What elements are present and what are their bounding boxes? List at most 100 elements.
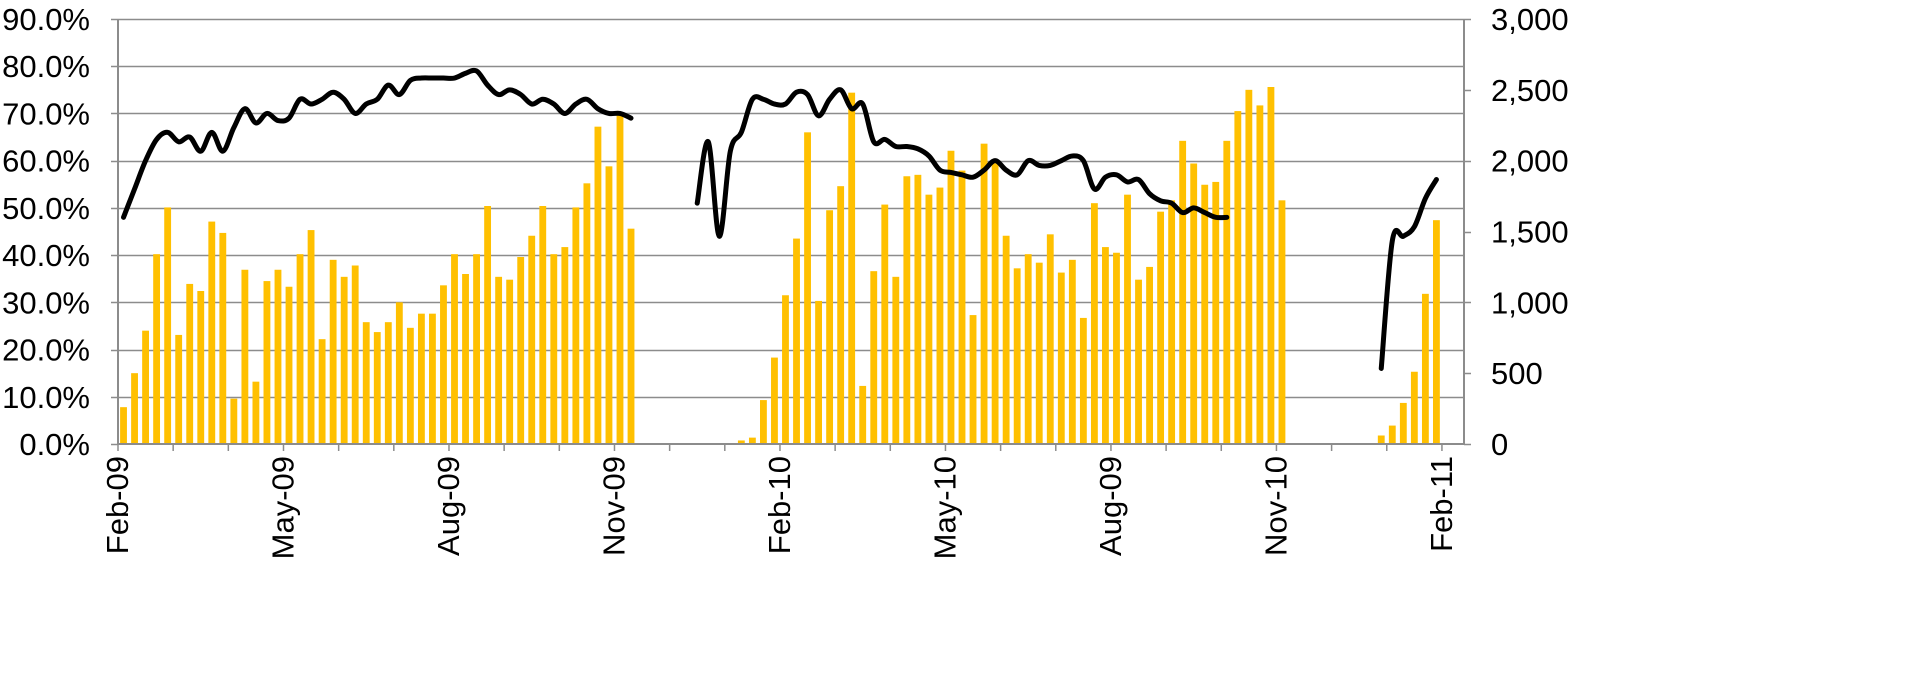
bar bbox=[384, 322, 392, 444]
bar bbox=[848, 92, 856, 445]
bar bbox=[925, 194, 933, 444]
x-axis-tick-label: Nov-09 bbox=[596, 456, 631, 556]
right-axis-tick-label: 3,000 bbox=[1491, 2, 1569, 37]
x-axis-tick-label: May-10 bbox=[927, 456, 962, 559]
x-axis-tick-label: Feb-10 bbox=[762, 456, 797, 554]
bar bbox=[1024, 254, 1032, 444]
bar bbox=[1223, 140, 1231, 444]
bar bbox=[307, 230, 315, 444]
bar bbox=[782, 295, 789, 444]
left-axis-tick-label: 90.0% bbox=[2, 2, 90, 37]
right-axis-tick-label: 1,500 bbox=[1491, 215, 1569, 250]
bar bbox=[1057, 272, 1065, 444]
line-segment bbox=[1378, 177, 1439, 371]
bar bbox=[1245, 89, 1253, 444]
bar bbox=[583, 183, 591, 444]
x-axis-tick-label: Nov-10 bbox=[1258, 456, 1293, 556]
bar bbox=[1124, 194, 1131, 444]
bar bbox=[1102, 247, 1109, 444]
right-axis-tick-label: 2,500 bbox=[1491, 73, 1569, 108]
bar bbox=[1146, 266, 1153, 444]
bar bbox=[1002, 235, 1010, 444]
left-axis-tick-label: 10.0% bbox=[2, 380, 90, 415]
bar bbox=[1035, 262, 1043, 444]
x-axis-tick-label: Feb-09 bbox=[100, 456, 135, 554]
bar bbox=[1278, 200, 1286, 444]
bar bbox=[373, 332, 381, 444]
bar bbox=[737, 440, 745, 444]
x-axis-tick-labels: Feb-09 May-09 Aug-09 Nov-09 Feb-10 May-10 Aug-… bbox=[100, 456, 1459, 559]
left-axis-tick-label: 80.0% bbox=[2, 49, 90, 84]
bar bbox=[1079, 317, 1087, 444]
bar bbox=[528, 235, 536, 444]
axes bbox=[111, 18, 1471, 451]
bar bbox=[429, 313, 436, 444]
bar bbox=[153, 254, 161, 444]
bar bbox=[815, 300, 822, 444]
bar bbox=[230, 398, 238, 444]
bar bbox=[804, 132, 811, 444]
bar bbox=[495, 276, 503, 444]
left-axis-tick-label: 60.0% bbox=[2, 144, 90, 179]
bar bbox=[406, 327, 414, 444]
x-axis-tick-label: May-09 bbox=[265, 456, 300, 559]
bar bbox=[340, 276, 348, 444]
bar bbox=[252, 381, 260, 444]
left-axis-tick-labels: 0.0% 10.0% 20.0% 30.0% 40.0% 50.0% 60.0% 70.0% 8… bbox=[2, 2, 90, 462]
line-segment bbox=[694, 87, 1230, 239]
bar bbox=[1157, 211, 1165, 444]
bar bbox=[826, 210, 834, 444]
bar bbox=[793, 238, 800, 444]
bar bbox=[263, 281, 271, 444]
bar bbox=[903, 176, 911, 444]
bar bbox=[1212, 181, 1220, 445]
bar bbox=[1135, 279, 1142, 444]
bar bbox=[539, 206, 547, 444]
left-axis-tick-label: 30.0% bbox=[2, 285, 90, 320]
bar bbox=[870, 271, 878, 444]
bar bbox=[627, 228, 635, 444]
bar bbox=[274, 269, 282, 444]
right-axis-tick-label: 500 bbox=[1491, 356, 1543, 391]
bar bbox=[517, 257, 525, 444]
bar bbox=[881, 204, 889, 444]
bar bbox=[175, 334, 183, 444]
bar bbox=[760, 400, 767, 444]
bar bbox=[1168, 200, 1176, 444]
bar bbox=[417, 313, 425, 444]
bar bbox=[947, 150, 955, 444]
bar bbox=[1388, 425, 1396, 444]
bar bbox=[969, 315, 977, 444]
bar bbox=[1410, 371, 1418, 444]
bar bbox=[440, 285, 447, 444]
bar bbox=[1179, 140, 1187, 444]
bar bbox=[1256, 105, 1264, 445]
bar bbox=[296, 254, 304, 444]
line-series bbox=[121, 67, 1439, 371]
bar bbox=[859, 385, 867, 444]
bar bbox=[837, 186, 845, 445]
left-axis-tick-label: 40.0% bbox=[2, 238, 90, 273]
bar bbox=[329, 259, 337, 444]
bar bbox=[980, 143, 988, 445]
line-segment bbox=[121, 67, 634, 220]
right-axis-tick-label: 1,000 bbox=[1491, 285, 1569, 320]
bar bbox=[550, 254, 558, 444]
bar bbox=[616, 112, 624, 444]
bar bbox=[1399, 402, 1407, 444]
bar bbox=[1068, 259, 1076, 444]
bar bbox=[197, 291, 205, 444]
bar bbox=[1013, 268, 1021, 444]
right-axis-tick-label: 2,000 bbox=[1491, 144, 1569, 179]
bar bbox=[1234, 111, 1242, 444]
bar bbox=[1090, 203, 1098, 444]
bar bbox=[186, 283, 194, 444]
bar bbox=[572, 207, 580, 444]
bar bbox=[351, 265, 359, 444]
bar bbox=[208, 221, 216, 444]
right-axis-tick-label: 0 bbox=[1491, 427, 1508, 462]
bar bbox=[1046, 234, 1054, 444]
bar bbox=[484, 206, 492, 444]
